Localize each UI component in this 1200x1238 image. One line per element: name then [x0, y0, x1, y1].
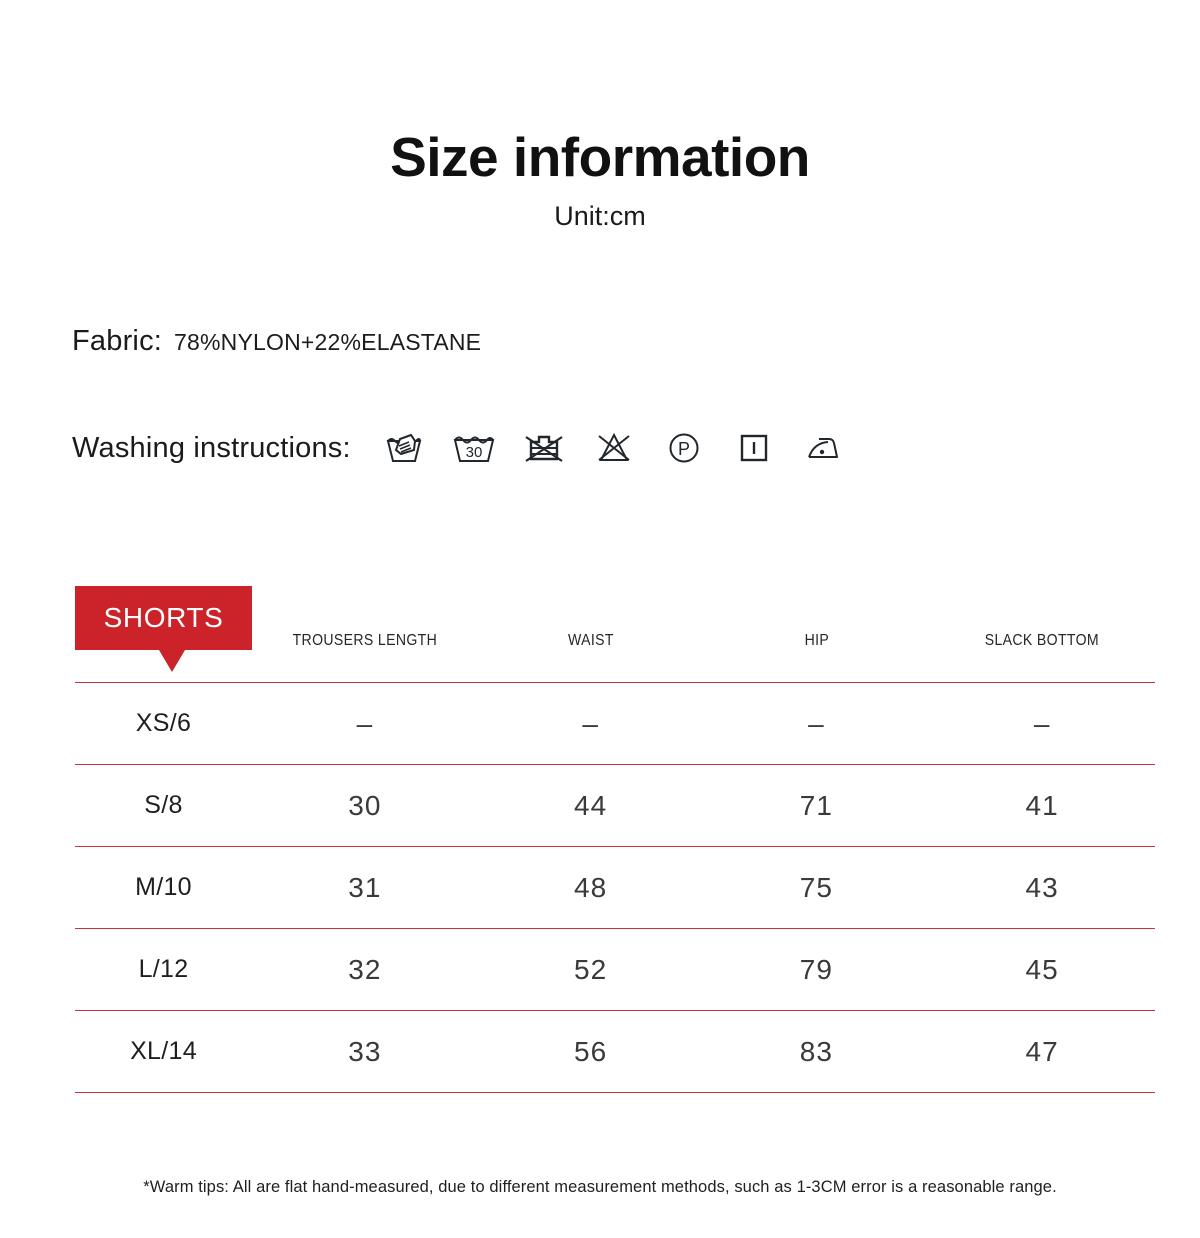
row-values: 30 44 71 41 — [252, 790, 1155, 822]
category-tag-pointer — [159, 650, 185, 672]
size-table: SHORTS TROUSERS LENGTH WAIST HIP SLACK B… — [75, 586, 1155, 1093]
cell-slack-bottom: – — [1033, 707, 1051, 739]
table-header-area: SHORTS TROUSERS LENGTH WAIST HIP SLACK B… — [75, 586, 1155, 682]
cell-waist: 56 — [574, 1035, 608, 1067]
size-label: S/8 — [144, 791, 183, 819]
warm-tips-note: *Warm tips: All are flat hand-measured, … — [143, 1178, 1057, 1196]
table-rule — [75, 682, 1155, 683]
page-title: Size information — [390, 126, 810, 188]
table-rule — [75, 928, 1155, 929]
cell-hip: 83 — [799, 1035, 833, 1067]
size-label: XS/6 — [135, 709, 192, 737]
cell-waist: – — [582, 707, 599, 739]
table-row: L/12 32 52 79 45 — [75, 929, 1155, 1010]
cell-trousers-length: 30 — [348, 789, 382, 821]
column-header-waist: WAIST — [567, 632, 614, 649]
table-rule — [75, 1010, 1155, 1011]
table-row: XL/14 33 56 83 47 — [75, 1011, 1155, 1092]
table-row: XS/6 – – – – — [75, 683, 1155, 764]
size-label: L/12 — [138, 955, 189, 983]
cell-trousers-length: 31 — [348, 871, 382, 903]
do-not-bleach-icon — [579, 423, 649, 473]
machine-wash-30-icon: 30 — [439, 423, 509, 473]
column-header-trousers-length: TROUSERS LENGTH — [292, 632, 438, 649]
category-tag: SHORTS — [75, 586, 252, 650]
cell-waist: 48 — [574, 871, 608, 903]
table-rule — [75, 764, 1155, 765]
dry-clean-p-icon: P — [649, 423, 719, 473]
unit-label: Unit:cm — [554, 201, 646, 232]
table-row: S/8 30 44 71 41 — [75, 765, 1155, 846]
dry-clean-letter: P — [678, 439, 690, 459]
iron-low-heat-icon — [789, 423, 859, 473]
column-header-hip: HIP — [804, 632, 829, 649]
header-block: Size information Unit:cm — [0, 126, 1200, 232]
hand-wash-icon — [369, 423, 439, 473]
cell-waist: 52 — [574, 953, 608, 985]
fabric-value: 78%NYLON+22%ELASTANE — [174, 329, 482, 355]
cell-slack-bottom: 45 — [1025, 953, 1059, 985]
category-tag-label: SHORTS — [103, 602, 224, 633]
cell-hip: – — [808, 707, 825, 739]
fabric-label: Fabric: — [72, 325, 163, 357]
drip-dry-icon — [719, 423, 789, 473]
size-label: XL/14 — [130, 1037, 197, 1065]
column-headers: TROUSERS LENGTH WAIST HIP SLACK BOTTOM — [252, 632, 1155, 650]
cell-trousers-length: 32 — [348, 953, 382, 985]
cell-hip: 79 — [799, 953, 833, 985]
cell-trousers-length: 33 — [348, 1035, 382, 1067]
cell-hip: 75 — [799, 871, 833, 903]
cell-slack-bottom: 43 — [1025, 871, 1059, 903]
do-not-wring-icon — [509, 423, 579, 473]
cell-waist: 44 — [574, 789, 608, 821]
cell-hip: 71 — [799, 789, 833, 821]
wash-temperature-text: 30 — [465, 444, 482, 461]
size-label: M/10 — [135, 873, 192, 901]
column-header-slack-bottom: SLACK BOTTOM — [984, 632, 1100, 649]
table-rule — [75, 1092, 1155, 1093]
table-rule — [75, 846, 1155, 847]
table-row: M/10 31 48 75 43 — [75, 847, 1155, 928]
washing-instructions-label: Washing instructions: — [72, 431, 351, 464]
cell-slack-bottom: 47 — [1025, 1035, 1059, 1067]
row-values: 31 48 75 43 — [252, 872, 1155, 904]
cell-trousers-length: – — [356, 707, 374, 739]
washing-instructions-row: Washing instructions: 30 — [72, 423, 1032, 473]
row-values: 32 52 79 45 — [252, 954, 1155, 986]
cell-slack-bottom: 41 — [1025, 789, 1059, 821]
fabric-row: Fabric: 78%NYLON+22%ELASTANE — [72, 325, 481, 358]
care-symbols-group: 30 P — [369, 423, 859, 473]
row-values: 33 56 83 47 — [252, 1036, 1155, 1068]
row-values: – – – – — [252, 708, 1155, 740]
